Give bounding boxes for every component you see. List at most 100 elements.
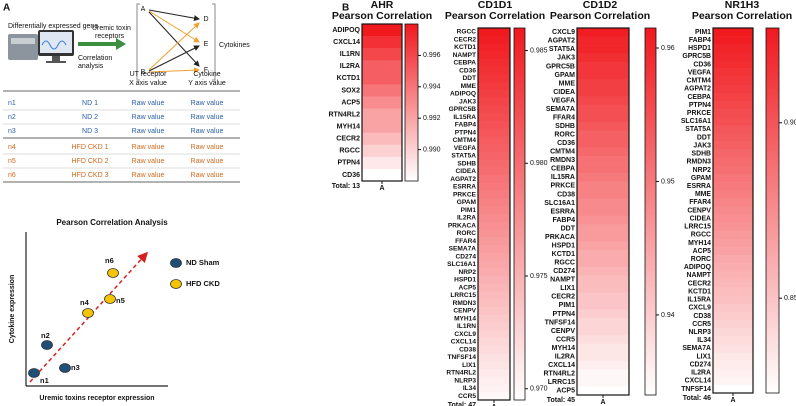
heatmap-cell (713, 141, 753, 150)
heatmap-cell (478, 330, 510, 339)
heatmap-cell (713, 44, 753, 53)
heatmap-cell (713, 36, 753, 45)
heatmap-cell (577, 224, 629, 234)
gene-label: PRKACA (448, 222, 476, 229)
heatmap-cell (713, 76, 753, 86)
point-label: n2 (41, 331, 50, 340)
y-axis-label: Cytokine expression (9, 275, 16, 343)
colorbar-tick-label: 0.992 (423, 115, 441, 122)
network-node: A (141, 6, 146, 13)
heatmap-cell (577, 96, 629, 106)
heatmap-cell (577, 28, 629, 37)
gene-label: DDT (462, 75, 476, 82)
heatmap-cell (478, 128, 510, 137)
row-x-value: Raw value (132, 100, 165, 107)
gene-label: RTN4RL2 (446, 370, 476, 377)
network-node: F (204, 67, 208, 74)
heatmap-cell (478, 82, 510, 91)
heatmap-cell (577, 104, 629, 114)
trend-arrow (29, 251, 149, 383)
heatmap-cell (713, 320, 753, 329)
gene-label: GPRC5B (682, 53, 711, 60)
gene-label: FFAR4 (689, 199, 711, 206)
heatmap-cell (713, 376, 753, 386)
heatmap-cell (577, 215, 629, 225)
gene-label: CECR2 (551, 294, 575, 301)
colorbar (404, 23, 419, 182)
heatmap-cell (577, 62, 629, 71)
gene-label: DDT (561, 225, 576, 232)
network-node: B (141, 69, 146, 76)
gene-label: IL15RA (687, 297, 711, 304)
gene-label: CECR2 (336, 136, 360, 143)
heatmap-cell (478, 361, 510, 370)
heatmap-cell (478, 369, 510, 378)
gene-label: PIM1 (461, 207, 477, 214)
heatmap-cell (713, 190, 753, 199)
gene-label: NRP2 (693, 167, 712, 174)
gene-label: SEMA7A (682, 345, 711, 352)
gene-label: RGCC (691, 232, 711, 239)
legend-label: ND Sham (186, 258, 220, 267)
gene-label: IL34 (697, 337, 711, 344)
gene-label: CEBPA (687, 94, 711, 101)
gene-label: MME (559, 80, 576, 87)
gene-label: PIM1 (695, 29, 711, 36)
gene-label: HSPD1 (688, 45, 711, 52)
heatmap-cell (577, 87, 629, 97)
gene-label: CXCL14 (333, 39, 360, 46)
gene-label: MYH14 (552, 345, 575, 352)
row-id: n2 (8, 114, 16, 121)
heatmap-cell (713, 255, 753, 264)
heatmap-cell (478, 175, 510, 184)
gene-label: PTPN4 (689, 102, 711, 109)
heatmap-cell (478, 28, 510, 37)
heatmap-cell (478, 276, 510, 285)
gene-label: CIDEA (456, 168, 477, 175)
legend-marker (170, 258, 182, 268)
heatmap-cell (577, 113, 629, 123)
heatmap-cell (713, 28, 753, 37)
heatmap-cell (577, 138, 629, 148)
heatmap-cell (713, 360, 753, 369)
gene-label: CD36 (459, 67, 476, 74)
gene-label: PRKCE (687, 110, 711, 117)
heatmap-cell (713, 295, 753, 305)
gene-label: SEMA7A (546, 106, 575, 113)
heatmap-cell (713, 303, 753, 313)
gene-label: CD36 (693, 61, 711, 68)
gene-label: CEBPA (551, 166, 575, 173)
gene-label: CXCL14 (451, 339, 477, 346)
row-y-value: Raw value (191, 114, 224, 121)
heatmap-cell (478, 221, 510, 230)
arrow-label: Correlation (78, 55, 112, 62)
gene-label: CD274 (553, 268, 575, 275)
heatmap-cell (478, 291, 510, 300)
heatmap-cell (362, 156, 402, 170)
heatmap-cell (713, 182, 753, 191)
colorbar-tick-label: 0.985 (530, 47, 548, 54)
row-id: n3 (8, 128, 16, 135)
gene-label: NLRP3 (688, 329, 711, 336)
point-label: n1 (40, 376, 49, 385)
heatmap-cell (362, 168, 402, 182)
gene-label: NRP2 (458, 269, 476, 276)
table-header: Cytokine (193, 71, 220, 78)
gene-label: TNFSF14 (447, 354, 476, 361)
heatmap-cell (577, 369, 629, 379)
heatmap-cell (478, 198, 510, 207)
gene-label: RMDN3 (453, 300, 477, 307)
gene-label: MYH14 (688, 240, 711, 247)
heatmap-cell (577, 190, 629, 199)
gene-label: ACP5 (693, 248, 712, 255)
panel-a: A Differentially expressed gene Correlat… (3, 3, 250, 402)
row-x-value: Raw value (132, 114, 165, 121)
heatmap-cell (713, 206, 753, 215)
heatmap-cell (713, 311, 753, 321)
gene-label: RGCC (339, 148, 360, 155)
heatmap-cell (713, 125, 753, 134)
heatmap-cell (478, 322, 510, 331)
gene-label: GPRC5B (449, 106, 477, 113)
row-id: n4 (8, 144, 16, 151)
